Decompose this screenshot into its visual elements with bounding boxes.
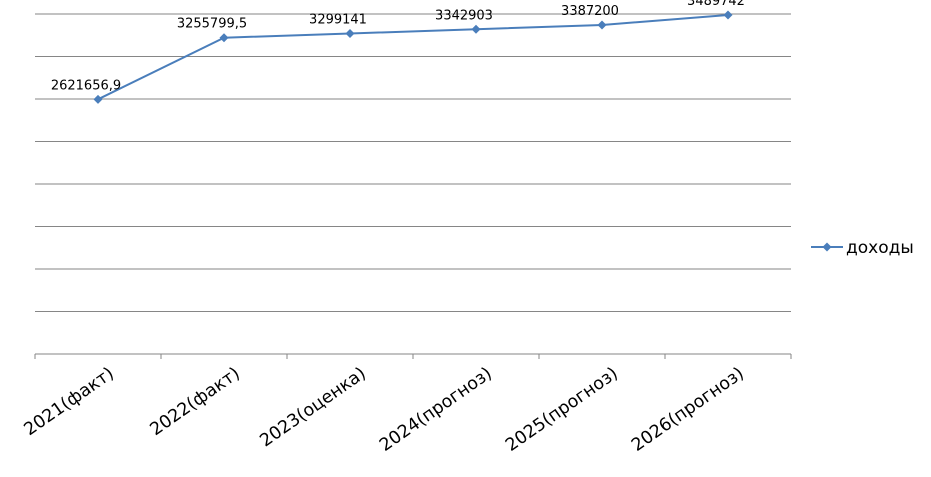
data-labels: 2621656,9 3255799,5 3299141 3342903 3387200 3…: [51, 0, 745, 93]
category-labels: 2021(факт) 2022(факт) 2023(оценка) 2024(про…: [21, 364, 748, 456]
x-axis: [34, 353, 792, 359]
x-category-label: 2021(факт): [21, 364, 118, 440]
data-point-marker: [93, 94, 103, 104]
data-point-marker: [471, 24, 481, 34]
legend-diamond-marker: [822, 242, 832, 252]
x-category-label: 2026(прогноз): [628, 364, 748, 456]
x-category-label: 2025(прогноз): [502, 364, 622, 456]
series-line: [97, 13, 729, 101]
data-label: 2621656,9: [51, 78, 121, 93]
series-dokhody: [93, 10, 733, 104]
data-point-marker: [219, 33, 229, 43]
data-point-marker: [597, 20, 607, 30]
data-label: 3255799,5: [177, 17, 247, 32]
data-label: 3299141: [309, 13, 367, 28]
data-label: 3387200: [561, 4, 619, 19]
legend: доходы: [811, 238, 914, 258]
x-category-label: 2023(оценка): [257, 364, 370, 452]
legend-entry-label: доходы: [846, 238, 914, 258]
data-point-marker: [723, 10, 733, 20]
data-point-marker: [345, 29, 355, 39]
x-category-label: 2022(факт): [147, 364, 244, 440]
data-label: 3342903: [435, 8, 493, 23]
gridlines: [35, 13, 791, 312]
data-label: 3489742: [687, 0, 745, 9]
x-category-label: 2024(прогноз): [376, 364, 496, 456]
